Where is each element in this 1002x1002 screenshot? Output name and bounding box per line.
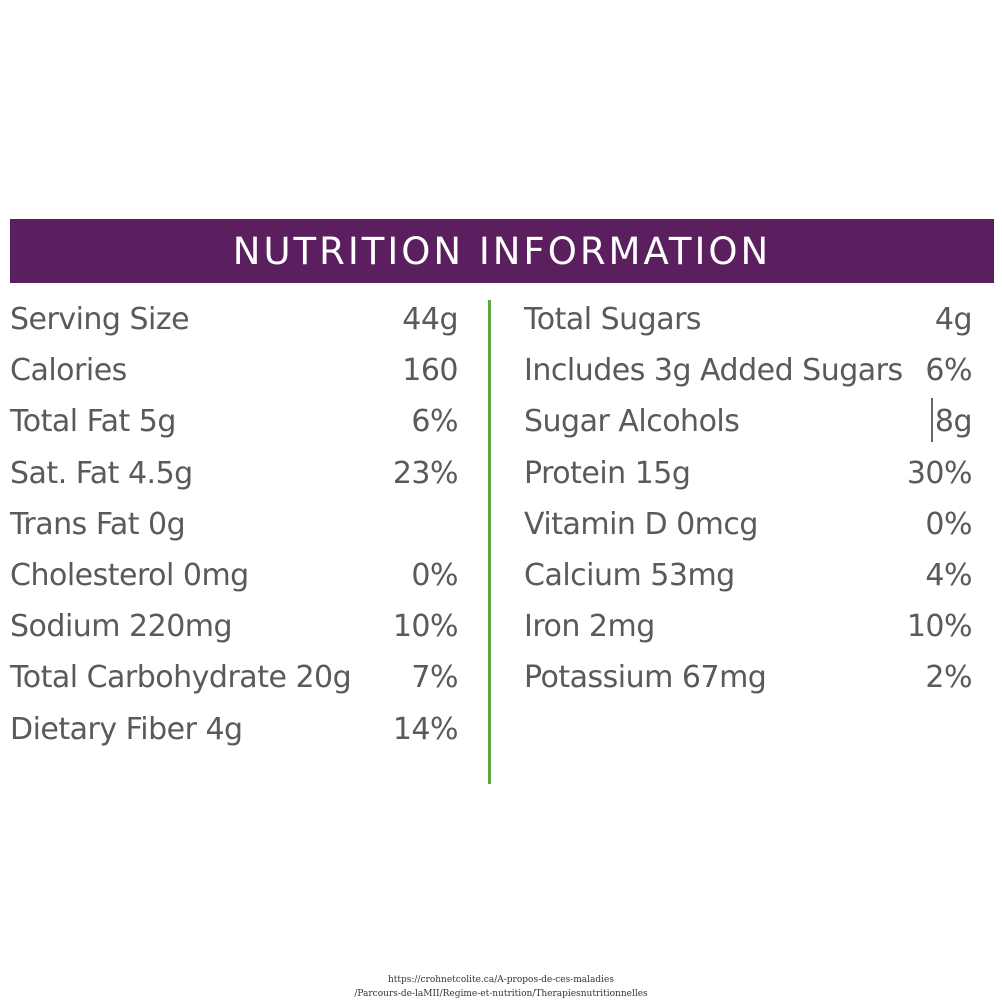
nutrient-label: Sugar Alcohols xyxy=(524,404,740,440)
left-nutrient-column: Serving Size 44g Calories 160 Total Fat … xyxy=(10,294,459,755)
nutrient-label: Serving Size xyxy=(10,302,190,337)
nutrient-row: Vitamin D 0mcg 0% xyxy=(524,499,972,550)
nutrient-row: Trans Fat 0g xyxy=(10,499,458,550)
nutrient-label: Includes 3g Added Sugars xyxy=(524,353,903,389)
nutrient-row: Protein 15g 30% xyxy=(524,448,973,499)
nutrient-value: 10% xyxy=(906,609,973,645)
nutrient-row: Potassium 67mg 2% xyxy=(524,652,972,703)
nutrient-value: 4% xyxy=(925,557,972,593)
text-cursor xyxy=(931,398,933,442)
nutrient-label: Total Sugars xyxy=(524,302,702,337)
nutrient-row: Calories 160 xyxy=(10,345,458,396)
nutrient-row: Total Sugars 4g xyxy=(524,294,973,345)
nutrient-row: Sat. Fat 4.5g 23% xyxy=(10,448,459,499)
nutrient-value: 8g xyxy=(934,404,973,440)
nutrient-value: 2% xyxy=(925,660,972,696)
nutrient-label: Sat. Fat 4.5g xyxy=(10,455,193,491)
nutrient-value: 6% xyxy=(411,404,458,440)
nutrient-value: 23% xyxy=(392,455,459,491)
nutrient-label: Cholesterol 0mg xyxy=(10,557,249,593)
banner-title: NUTRITION INFORMATION xyxy=(232,229,772,273)
nutrition-banner: NUTRITION INFORMATION xyxy=(10,219,994,283)
nutrient-label: Protein 15g xyxy=(524,455,691,491)
nutrient-row: Dietary Fiber 4g 14% xyxy=(10,704,459,755)
nutrient-value: 14% xyxy=(392,711,459,747)
nutrient-label: Potassium 67mg xyxy=(524,660,767,696)
nutrient-row: Total Carbohydrate 20g 7% xyxy=(10,652,458,703)
column-divider xyxy=(488,300,491,784)
nutrient-row: Sugar Alcohols 8g xyxy=(524,396,973,447)
nutrient-value: 160 xyxy=(402,353,458,389)
nutrient-value: 6% xyxy=(925,353,972,389)
nutrient-row: Iron 2mg 10% xyxy=(524,601,973,652)
nutrient-row: Calcium 53mg 4% xyxy=(524,550,972,601)
nutrient-label: Total Carbohydrate 20g xyxy=(10,660,352,696)
nutrient-value: 0% xyxy=(411,557,458,593)
source-url-line-2: /Parcours-de-laMII/Regime-et-nutrition/T… xyxy=(354,989,648,999)
nutrient-row: Serving Size 44g xyxy=(10,294,458,345)
nutrient-label: Calcium 53mg xyxy=(524,557,735,593)
nutrient-label: Iron 2mg xyxy=(524,609,655,645)
right-nutrient-column: Total Sugars 4g Includes 3g Added Sugars… xyxy=(524,294,973,704)
nutrient-label: Calories xyxy=(10,353,127,389)
nutrient-value: 30% xyxy=(906,455,973,491)
nutrient-row: Cholesterol 0mg 0% xyxy=(10,550,458,601)
nutrient-value: 10% xyxy=(392,609,459,645)
nutrient-value: 4g xyxy=(934,302,973,337)
nutrient-row: Total Fat 5g 6% xyxy=(10,396,458,447)
nutrient-row: Sodium 220mg 10% xyxy=(10,601,459,652)
nutrient-label: Dietary Fiber 4g xyxy=(10,711,243,747)
source-url-line-1: https://crohnetcolite.ca/A-propos-de-ces… xyxy=(387,975,614,985)
nutrient-value: 0% xyxy=(925,506,972,542)
nutrient-value: 7% xyxy=(411,660,458,696)
nutrient-label: Trans Fat 0g xyxy=(10,506,186,542)
nutrient-label: Total Fat 5g xyxy=(10,404,176,440)
nutrient-row: Includes 3g Added Sugars 6% xyxy=(524,345,972,396)
nutrient-label: Sodium 220mg xyxy=(10,609,233,645)
nutrient-value: 44g xyxy=(402,302,458,337)
nutrient-label: Vitamin D 0mcg xyxy=(524,506,758,542)
